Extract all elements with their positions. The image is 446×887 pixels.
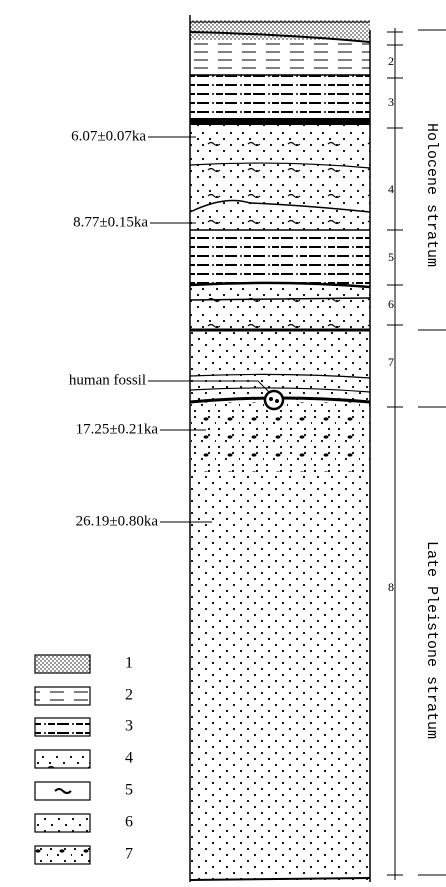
layer-number: 7 (388, 355, 394, 369)
layer-number: 8 (388, 580, 394, 594)
stratum-label: Holocene stratum (423, 123, 440, 267)
date-label: 17.25±0.21ka (76, 421, 159, 437)
stratum-label: Late Pleistone stratum (423, 541, 440, 739)
date-label: 26.19±0.80ka (76, 513, 159, 529)
fossil-label: human fossil (69, 372, 146, 388)
layer-number: 5 (388, 250, 394, 264)
legend-number: 2 (125, 687, 133, 704)
legend-number: 7 (125, 846, 133, 863)
legend-number: 6 (125, 814, 133, 831)
legend-number: 1 (125, 655, 133, 672)
legend-number: 5 (125, 782, 133, 799)
layer-number: 3 (388, 95, 394, 109)
legend-number: 4 (125, 750, 133, 767)
date-label: 6.07±0.07ka (71, 128, 146, 144)
layer-number: 2 (388, 54, 394, 68)
layer-number: 6 (388, 297, 394, 311)
layer-number: 4 (388, 182, 394, 196)
date-label: 8.77±0.15ka (73, 214, 148, 230)
legend-number: 3 (125, 718, 133, 735)
